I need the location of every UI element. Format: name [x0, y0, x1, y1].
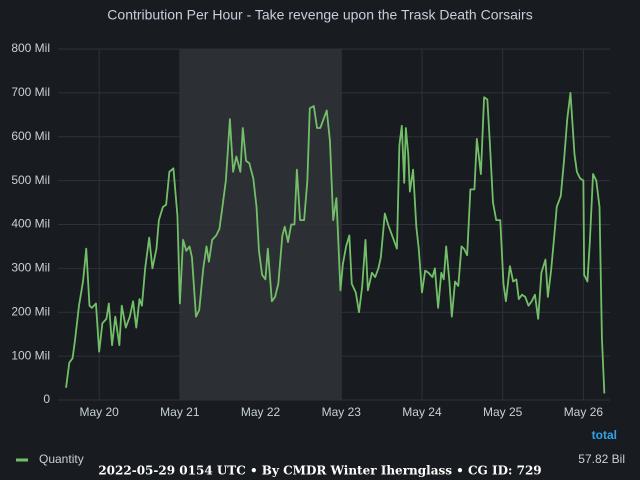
x-tick-label: May 22 — [241, 405, 281, 419]
y-tick-label: 200 Mil — [11, 304, 50, 318]
legend-header: total — [592, 428, 617, 442]
legend-total: 57.82 Bil — [578, 452, 625, 466]
x-tick-label: May 24 — [402, 405, 442, 419]
x-tick-label: May 26 — [564, 405, 604, 419]
x-tick-label: May 23 — [322, 405, 362, 419]
y-tick-label: 700 Mil — [11, 85, 50, 99]
y-tick-label: 300 Mil — [11, 261, 50, 275]
y-tick-label: 0 — [43, 392, 50, 406]
x-tick-label: May 21 — [160, 405, 200, 419]
y-tick-label: 400 Mil — [11, 217, 50, 231]
x-tick-label: May 20 — [79, 405, 119, 419]
footer: 2022-05-29 0154 UTC • By CMDR Winter Ihe… — [98, 464, 541, 478]
legend-label: Quantity — [39, 452, 84, 466]
y-tick-label: 500 Mil — [11, 173, 50, 187]
chart-title: Contribution Per Hour - Take revenge upo… — [107, 7, 532, 23]
y-tick-label: 600 Mil — [11, 129, 50, 143]
y-tick-label: 800 Mil — [11, 41, 50, 55]
data-line — [65, 91, 606, 394]
y-tick-label: 100 Mil — [11, 348, 50, 362]
x-tick-label: May 25 — [483, 405, 523, 419]
